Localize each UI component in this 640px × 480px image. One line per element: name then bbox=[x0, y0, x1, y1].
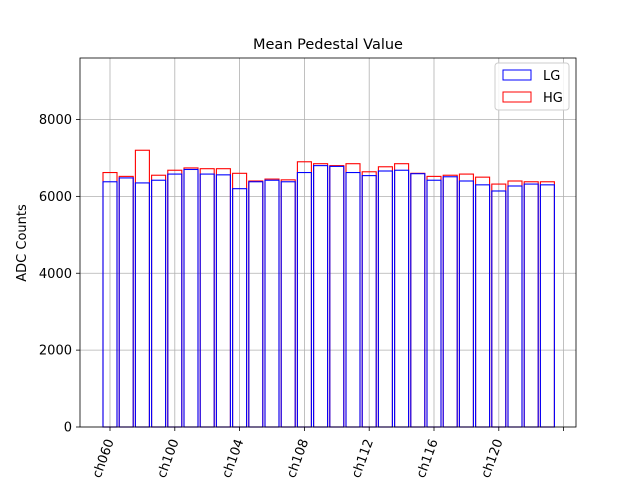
lg-bar bbox=[264, 179, 280, 428]
lg-bar bbox=[507, 185, 523, 428]
y-tick-label: 8000 bbox=[39, 113, 72, 128]
lg-bar bbox=[313, 165, 329, 428]
hg-bar bbox=[329, 165, 345, 428]
hg-bar bbox=[183, 167, 199, 428]
hg-bar bbox=[507, 180, 523, 428]
hg-bar bbox=[442, 174, 458, 428]
hg-bar bbox=[151, 174, 167, 428]
lg-bar bbox=[215, 174, 231, 428]
grid bbox=[80, 58, 576, 428]
legend-hg-label: HG bbox=[543, 91, 563, 106]
hg-bar bbox=[264, 178, 280, 428]
hg-bar bbox=[539, 181, 555, 428]
hg-bar bbox=[394, 163, 410, 428]
x-tick-label: ch104 bbox=[220, 437, 248, 480]
hg-bar bbox=[377, 166, 393, 428]
lg-bars bbox=[102, 165, 555, 428]
legend-lg-label: LG bbox=[543, 69, 560, 84]
lg-bar bbox=[248, 181, 264, 428]
x-tick-label: ch120 bbox=[479, 437, 507, 480]
x-tick-label: ch112 bbox=[349, 437, 377, 480]
lg-bar bbox=[377, 170, 393, 428]
hg-bar bbox=[458, 173, 474, 428]
lg-bar bbox=[475, 184, 491, 428]
x-tick-label: ch100 bbox=[155, 437, 183, 480]
lg-bar bbox=[134, 182, 150, 428]
hg-bar bbox=[280, 179, 296, 428]
y-tick-label: 2000 bbox=[39, 344, 72, 359]
hg-bar bbox=[523, 181, 539, 428]
lg-bar bbox=[199, 173, 215, 428]
chart-title: Mean Pedestal Value bbox=[253, 37, 403, 53]
y-axis-label: ADC Counts bbox=[15, 204, 30, 282]
plot-area-frame bbox=[79, 57, 577, 428]
y-axis: 0 2000 4000 6000 8000 bbox=[39, 113, 80, 436]
hg-bar bbox=[118, 175, 134, 428]
hg-bar bbox=[313, 163, 329, 428]
lg-bar bbox=[345, 171, 361, 428]
y-tick-label: 4000 bbox=[39, 267, 72, 282]
hg-bar bbox=[410, 172, 426, 428]
y-tick-label: 6000 bbox=[39, 190, 72, 205]
lg-bar bbox=[329, 165, 345, 428]
hg-bars bbox=[102, 149, 555, 428]
lg-bar bbox=[442, 176, 458, 428]
hg-bar bbox=[134, 149, 150, 428]
y-tick-label: 0 bbox=[64, 421, 72, 436]
x-tick-label: ch108 bbox=[284, 437, 312, 480]
x-axis: ch060 ch100 ch104 ch108 ch112 ch116 ch120 bbox=[90, 427, 564, 480]
lg-bar bbox=[183, 168, 199, 428]
lg-bar bbox=[539, 184, 555, 428]
hg-bar bbox=[345, 163, 361, 428]
hg-bar bbox=[215, 168, 231, 428]
hg-bar bbox=[475, 176, 491, 428]
legend-lg-swatch bbox=[502, 69, 532, 81]
legend: LG HG bbox=[494, 62, 570, 111]
x-tick-label: ch116 bbox=[414, 437, 442, 480]
lg-bar bbox=[394, 169, 410, 428]
lg-bar bbox=[458, 180, 474, 428]
x-tick-label: ch060 bbox=[90, 437, 118, 480]
hg-bar bbox=[199, 168, 215, 428]
legend-hg-swatch bbox=[502, 91, 532, 103]
hg-bar bbox=[248, 180, 264, 428]
lg-bar bbox=[151, 179, 167, 428]
lg-bar bbox=[523, 183, 539, 428]
lg-bar bbox=[410, 173, 426, 428]
lg-bar bbox=[118, 177, 134, 428]
lg-bar bbox=[280, 181, 296, 428]
